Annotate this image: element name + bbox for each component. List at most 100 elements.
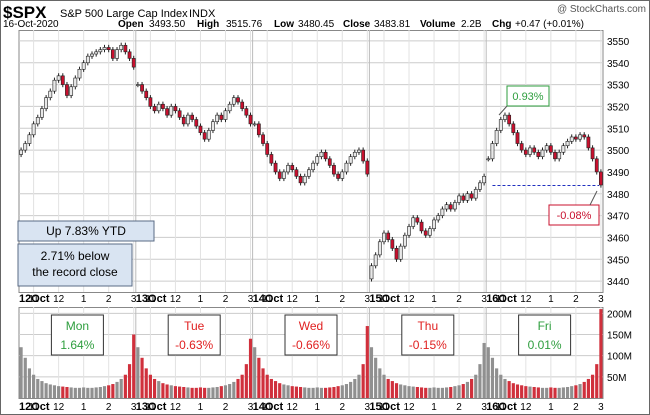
candle-body bbox=[427, 228, 432, 236]
x-tick-label: 11 bbox=[262, 294, 273, 305]
x-tick-label: 12 bbox=[53, 294, 65, 305]
candle-body bbox=[582, 134, 587, 138]
candle-body bbox=[315, 156, 320, 164]
candle-body bbox=[69, 86, 74, 96]
x-tick-label: 16Oct bbox=[486, 293, 517, 305]
volume-tick-label: 200M bbox=[607, 309, 632, 320]
volume-bar bbox=[157, 381, 161, 398]
x-tick-label: 12Oct bbox=[19, 401, 50, 413]
volume-bar bbox=[520, 385, 524, 398]
day-change: -0.63% bbox=[175, 338, 213, 352]
volume-bar bbox=[528, 386, 532, 398]
volume-bar bbox=[215, 386, 219, 398]
candle-body bbox=[48, 90, 53, 98]
volume-bar bbox=[374, 357, 378, 398]
volume-bar bbox=[144, 368, 148, 398]
x-tick-label: 1 bbox=[198, 294, 204, 305]
volume-bar bbox=[107, 385, 111, 398]
volume-bar bbox=[119, 378, 123, 398]
volume-bar bbox=[228, 384, 232, 398]
candle-body bbox=[382, 232, 386, 243]
candle-body bbox=[298, 175, 303, 184]
price-tick-label: 3550 bbox=[607, 37, 630, 48]
volume-bar bbox=[586, 378, 590, 398]
candle-body bbox=[265, 143, 270, 155]
x-tick-label: 16Oct bbox=[486, 401, 517, 413]
volume-bar bbox=[203, 387, 207, 398]
day-name: Wed bbox=[299, 319, 323, 333]
volume-bar bbox=[248, 338, 253, 398]
candle-body bbox=[156, 103, 161, 112]
candle-body bbox=[365, 160, 370, 175]
x-tick-label: 3 bbox=[598, 402, 604, 413]
volume-bar bbox=[499, 374, 503, 398]
candle-body bbox=[411, 217, 416, 227]
volume-bar bbox=[261, 368, 265, 398]
candle-body bbox=[319, 151, 324, 157]
volume-bar bbox=[73, 387, 77, 398]
candle-body bbox=[281, 171, 286, 179]
price-tick-label: 3480 bbox=[607, 190, 630, 201]
open-label: Open bbox=[118, 19, 144, 30]
loss-callout-pointer bbox=[589, 190, 598, 206]
x-tick-label: 3 bbox=[598, 294, 604, 305]
volume-bar bbox=[40, 381, 44, 398]
candle-body bbox=[31, 123, 36, 136]
volume-bar bbox=[561, 387, 565, 398]
volume-bar bbox=[65, 386, 69, 398]
x-tick-label: 2 bbox=[456, 294, 462, 305]
candle-body bbox=[252, 123, 257, 126]
x-tick-label: 3 bbox=[248, 294, 254, 305]
volume-bar bbox=[240, 374, 244, 398]
x-tick-label: 11 bbox=[496, 294, 507, 305]
daily-change-boxes: Mon 1.64% Tue -0.63% Wed -0.66% Thu -0.15% Fri 0.… bbox=[50, 314, 572, 356]
volume-bar bbox=[148, 374, 152, 398]
volume-bar bbox=[486, 347, 490, 398]
x-tick-label: 1 bbox=[314, 294, 320, 305]
x-tick-label: 3 bbox=[481, 402, 487, 413]
candle-body bbox=[236, 97, 240, 103]
price-tick-label: 3470 bbox=[607, 212, 630, 223]
volume-bar bbox=[190, 387, 194, 398]
candle-body bbox=[194, 119, 199, 127]
volume-bar bbox=[574, 385, 578, 398]
volume-bar bbox=[457, 385, 461, 398]
volume-bar bbox=[590, 374, 595, 398]
candle-body bbox=[119, 44, 124, 50]
price-tick-label: 3500 bbox=[607, 146, 630, 157]
candle-body bbox=[478, 182, 482, 190]
candle-body bbox=[27, 134, 32, 144]
volume-bar bbox=[415, 386, 419, 398]
volume-bar bbox=[198, 387, 203, 398]
volume-bar bbox=[515, 384, 520, 398]
x-tick-label: 11 bbox=[28, 294, 39, 305]
volume-bar bbox=[82, 387, 86, 398]
candle-body bbox=[548, 145, 553, 153]
day-change: 1.64% bbox=[60, 338, 94, 352]
candle-body bbox=[453, 202, 457, 210]
gain-callout-pointer bbox=[498, 105, 508, 116]
candle-body bbox=[115, 49, 119, 59]
x-tick-label: 12 bbox=[287, 402, 299, 413]
price-axis-ticks: 3440 3450 3460 3470 3480 3490 3500 3510 3520 3530… bbox=[607, 37, 630, 288]
volume-bar bbox=[411, 386, 415, 398]
volume-label: Volume bbox=[420, 19, 456, 30]
day-name: Tue bbox=[184, 319, 205, 333]
candle-body bbox=[294, 169, 299, 177]
volume-bar bbox=[532, 386, 536, 398]
candle-body bbox=[490, 143, 495, 160]
volume-bar bbox=[369, 347, 374, 398]
candle-body bbox=[373, 254, 378, 267]
candle-body bbox=[206, 130, 211, 140]
volume-bar bbox=[545, 387, 549, 398]
volume-bar bbox=[232, 381, 236, 398]
candle-body bbox=[73, 77, 78, 88]
candle-body bbox=[515, 132, 520, 144]
x-tick-label: 12 bbox=[287, 294, 299, 305]
volume-bar bbox=[440, 387, 444, 398]
volume-bar bbox=[578, 384, 582, 398]
candle-body bbox=[161, 103, 165, 109]
candle-body bbox=[402, 234, 407, 247]
